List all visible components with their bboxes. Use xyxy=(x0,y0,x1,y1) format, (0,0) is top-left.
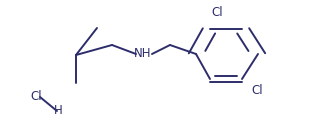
Text: Cl: Cl xyxy=(251,84,263,98)
Text: H: H xyxy=(54,104,63,118)
Text: NH: NH xyxy=(134,47,152,61)
Text: Cl: Cl xyxy=(31,90,42,103)
Text: Cl: Cl xyxy=(211,7,223,19)
